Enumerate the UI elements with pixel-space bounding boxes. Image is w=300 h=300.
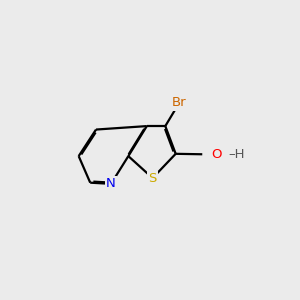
Text: O: O [211, 148, 222, 161]
Text: Br: Br [172, 97, 187, 110]
Text: N: N [106, 177, 116, 190]
Text: –H: –H [229, 148, 245, 161]
Text: S: S [148, 172, 157, 184]
